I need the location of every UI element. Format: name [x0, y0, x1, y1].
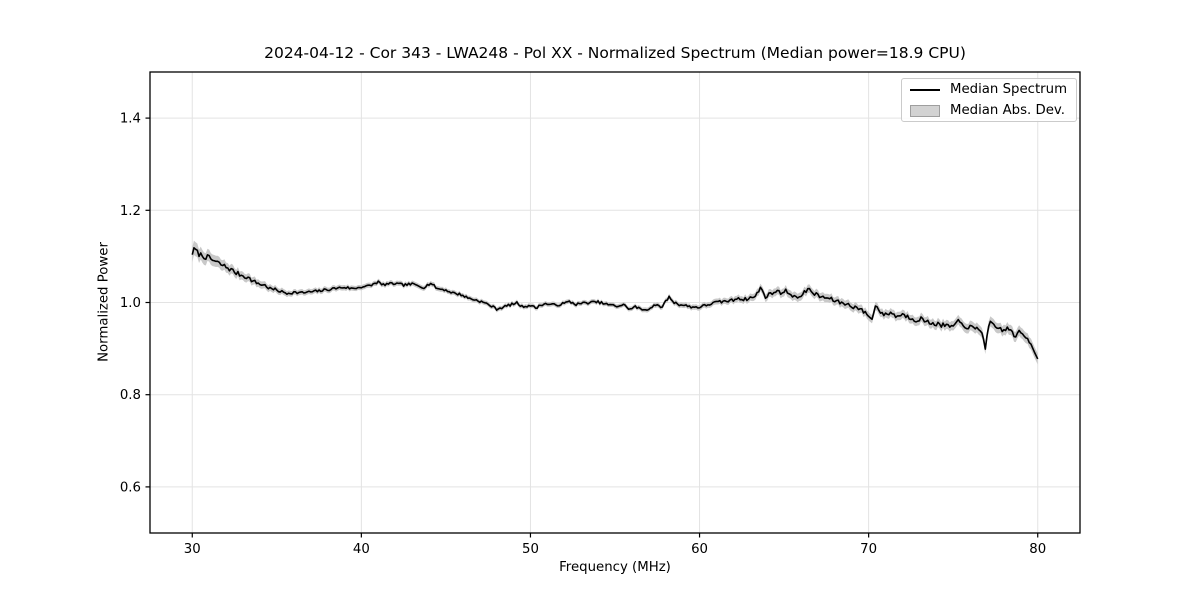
x-tick-label: 30: [184, 542, 201, 557]
legend-label-mad: Median Abs. Dev.: [950, 103, 1065, 118]
y-tick-label: 0.6: [120, 480, 141, 495]
x-tick-label: 40: [353, 542, 370, 557]
legend-entry-median-spectrum: Median Spectrum: [910, 81, 1076, 98]
legend: Median Spectrum Median Abs. Dev.: [901, 78, 1077, 122]
y-tick-label: 1.2: [120, 204, 141, 219]
legend-patch-icon: [910, 104, 940, 117]
chart-title: 2024-04-12 - Cor 343 - LWA248 - Pol XX -…: [264, 44, 966, 62]
y-axis-label: Normalized Power: [96, 242, 112, 362]
y-tick-label: 1.4: [120, 112, 141, 127]
legend-entry-mad: Median Abs. Dev.: [910, 102, 1076, 119]
x-tick-label: 80: [1029, 542, 1046, 557]
y-tick-label: 1.0: [120, 296, 141, 311]
x-tick-label: 50: [522, 542, 539, 557]
y-tick-label: 0.8: [120, 388, 141, 403]
legend-label-median-spectrum: Median Spectrum: [950, 82, 1068, 97]
legend-line-icon: [910, 88, 940, 91]
x-tick-label: 60: [691, 542, 708, 557]
x-tick-label: 70: [860, 542, 877, 557]
x-axis-label: Frequency (MHz): [559, 560, 671, 575]
median-spectrum-line: [191, 246, 1039, 360]
